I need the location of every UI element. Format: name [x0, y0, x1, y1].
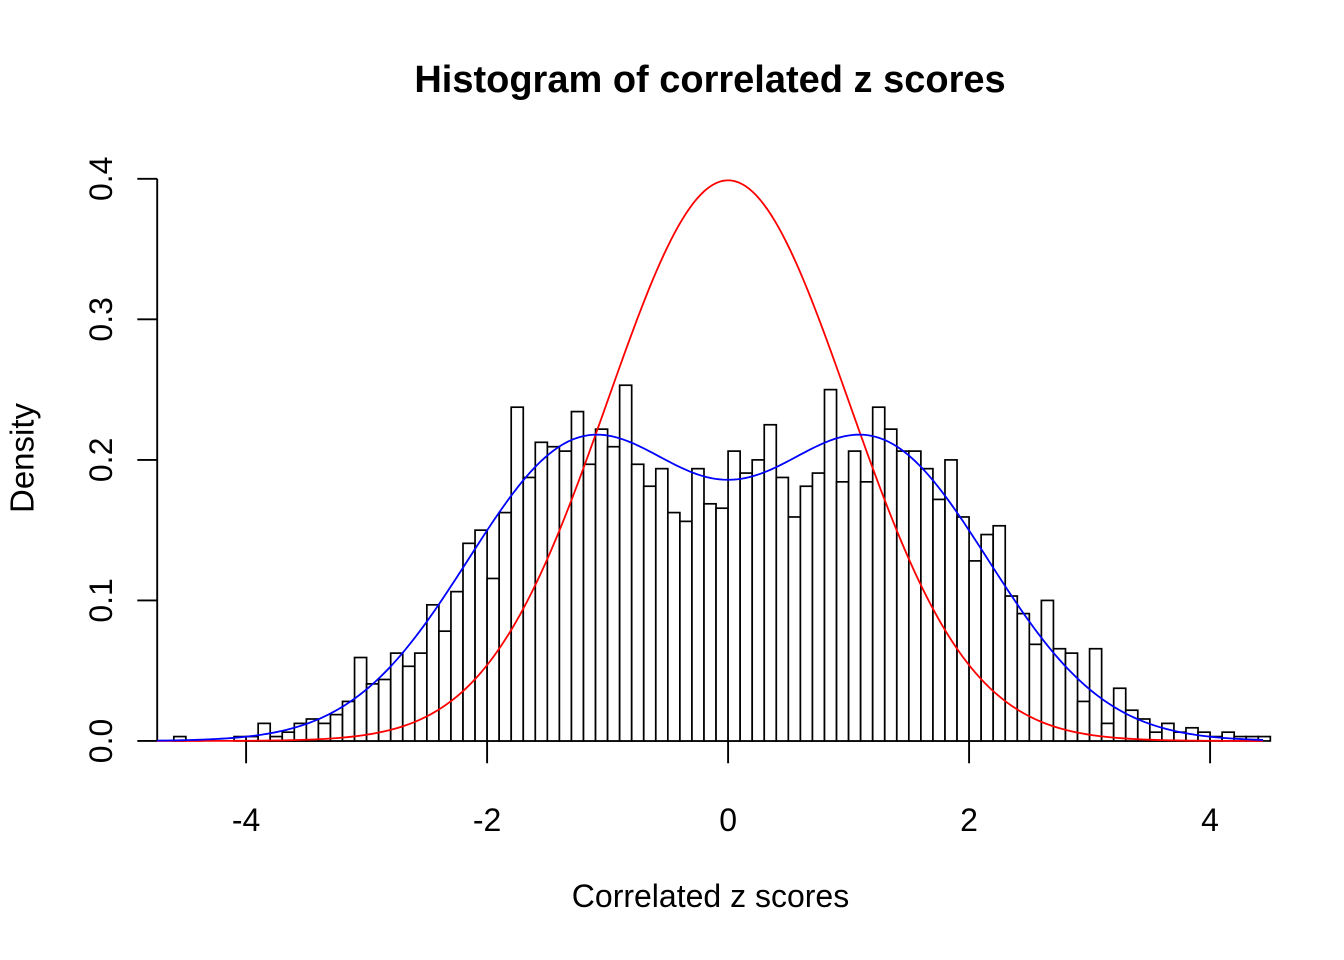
svg-text:0: 0 — [719, 802, 737, 838]
svg-text:2: 2 — [960, 802, 978, 838]
svg-text:4: 4 — [1201, 802, 1219, 838]
svg-text:0.2: 0.2 — [83, 438, 119, 482]
svg-text:0.1: 0.1 — [83, 578, 119, 622]
svg-text:Density: Density — [4, 402, 41, 513]
svg-text:-2: -2 — [473, 802, 501, 838]
svg-text:0.4: 0.4 — [83, 157, 119, 201]
svg-text:-4: -4 — [232, 802, 260, 838]
svg-text:0.3: 0.3 — [83, 297, 119, 341]
svg-text:0.0: 0.0 — [83, 719, 119, 763]
